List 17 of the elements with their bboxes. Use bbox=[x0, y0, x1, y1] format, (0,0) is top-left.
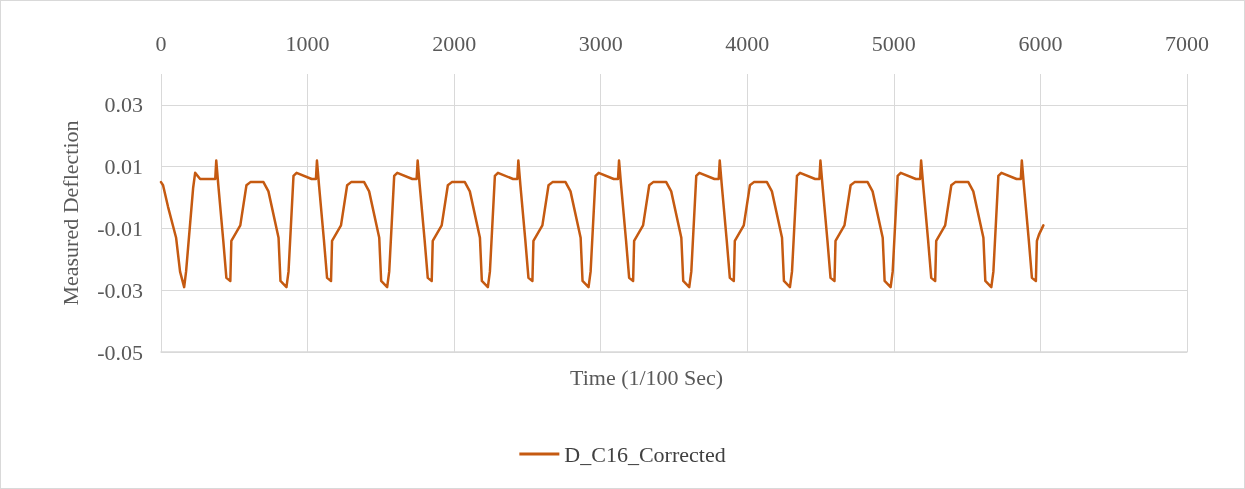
y-tick-label: 0.03 bbox=[104, 92, 143, 118]
x-tick-label: 5000 bbox=[871, 30, 916, 56]
legend-label: D_C16_Corrected bbox=[564, 441, 726, 467]
x-tick-label: 0 bbox=[155, 30, 167, 56]
y-tick-label: -0.03 bbox=[97, 277, 143, 303]
x-axis-title: Time (1/100 Sec) bbox=[570, 364, 724, 390]
x-tick-label: 6000 bbox=[1018, 30, 1063, 56]
x-tick-label: 2000 bbox=[432, 30, 477, 56]
x-tick-label: 4000 bbox=[725, 30, 770, 56]
y-axis-title: Measured Deflection bbox=[57, 120, 83, 306]
line-series bbox=[159, 159, 1045, 289]
y-tick-label: 0.01 bbox=[104, 154, 143, 180]
y-tick-label: -0.05 bbox=[97, 339, 143, 365]
y-tick-label: -0.01 bbox=[97, 215, 143, 241]
x-tick-label: 3000 bbox=[578, 30, 623, 56]
x-tick-label: 7000 bbox=[1165, 30, 1209, 56]
x-tick-label: 1000 bbox=[285, 30, 330, 56]
